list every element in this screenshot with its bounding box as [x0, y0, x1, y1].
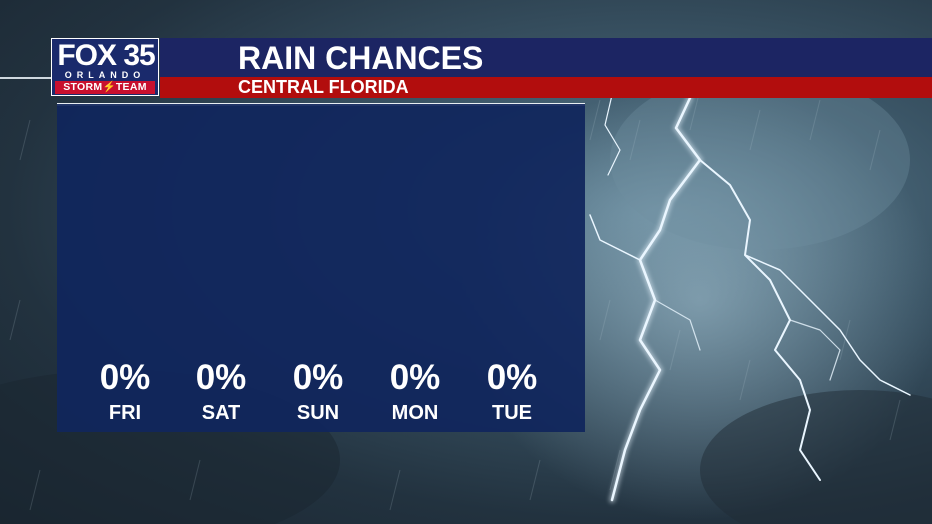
station-logo: FOX 35 ORLANDO STORM⚡TEAM	[51, 38, 159, 96]
forecast-day: 0% FRI	[85, 358, 165, 425]
forecast-day: 0% TUE	[472, 358, 552, 425]
rain-chance: 0%	[195, 358, 247, 397]
forecast-day: 0% MON	[375, 358, 455, 425]
day-label: SUN	[296, 402, 340, 424]
logo-team: STORM⚡TEAM	[55, 81, 155, 94]
header-rule	[0, 77, 51, 79]
forecast-panel: 0% FRI 0% SAT 0% SUN 0% MON 0% TUE	[57, 104, 585, 432]
logo-brand: FOX 35	[57, 39, 155, 72]
forecast-day: 0% SAT	[181, 358, 261, 425]
rain-chance: 0%	[292, 358, 344, 397]
day-label: TUE	[492, 402, 532, 424]
subtitle-bar: CENTRAL FLORIDA	[160, 77, 932, 98]
day-label: MON	[391, 402, 439, 424]
page-subtitle: CENTRAL FLORIDA	[238, 77, 409, 97]
rain-chance: 0%	[99, 358, 151, 397]
title-bar: RAIN CHANCES	[160, 38, 932, 77]
logo-city: ORLANDO	[64, 70, 146, 80]
page-title: RAIN CHANCES	[238, 40, 484, 76]
rain-chance: 0%	[389, 358, 441, 397]
rain-chance: 0%	[486, 358, 538, 397]
day-label: SAT	[201, 402, 241, 424]
forecast-day: 0% SUN	[278, 358, 358, 425]
day-label: FRI	[108, 402, 142, 424]
